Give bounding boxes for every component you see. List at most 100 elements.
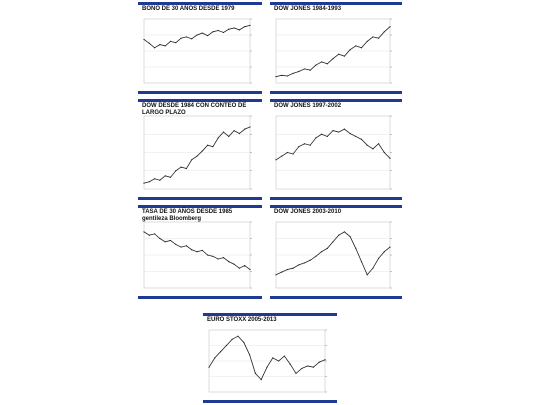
data-point [338, 234, 340, 236]
data-point [309, 259, 311, 261]
panel-title: DOW JONES 1997-2002 [274, 103, 342, 109]
chart-tasa-30 [143, 221, 252, 289]
data-point [233, 27, 235, 29]
data-point [383, 31, 385, 33]
data-point [360, 261, 363, 263]
data-point [372, 36, 374, 38]
chart-euro-stoxx [208, 329, 327, 393]
data-point [196, 155, 198, 157]
data-point [383, 251, 385, 253]
data-point [292, 267, 294, 269]
data-point [191, 38, 193, 40]
price-series [275, 26, 391, 77]
data-point [159, 237, 161, 240]
data-point [372, 267, 374, 269]
data-point [148, 181, 150, 183]
data-point [307, 365, 309, 367]
data-point [349, 235, 351, 238]
data-point [378, 143, 380, 145]
data-point [289, 363, 291, 365]
price-series [208, 335, 326, 381]
panel-dow-2003-2010: DOW JONES 2003-2010 [270, 205, 402, 299]
panel-title: EURO STOXX 2005-2013 [207, 317, 277, 323]
data-point [225, 344, 227, 347]
data-point [143, 38, 145, 41]
data-point [281, 74, 283, 76]
panel-title: DOW DESDE 1984 CON CONTEO DE LARGO PLAZO [142, 103, 247, 116]
data-point [148, 234, 150, 236]
data-point [338, 131, 340, 133]
data-point [286, 75, 288, 77]
data-point [243, 341, 245, 343]
data-point [298, 70, 300, 73]
data-point [343, 55, 345, 57]
data-point [312, 366, 314, 368]
data-point [222, 257, 225, 259]
data-point [212, 255, 214, 257]
data-point [315, 255, 317, 257]
data-point [332, 58, 334, 60]
data-point [286, 151, 288, 154]
data-point [164, 175, 166, 177]
data-point [266, 366, 268, 368]
panel-dow-1984-1993: DOW JONES 1984-1993 [270, 2, 402, 94]
data-point [169, 176, 172, 178]
data-point [389, 246, 391, 248]
data-point [231, 338, 233, 340]
data-point [191, 159, 193, 161]
panel-tasa-30: TASA DE 30 AÑOS DESDE 1985 gentileza Blo… [138, 205, 262, 299]
data-point [154, 47, 156, 49]
data-point [185, 36, 187, 38]
data-point [249, 354, 251, 356]
data-point [191, 249, 193, 251]
data-point [315, 64, 317, 66]
data-point [233, 130, 235, 132]
data-point [228, 261, 230, 263]
data-point [272, 357, 274, 359]
data-point [207, 144, 209, 146]
data-point [185, 167, 187, 170]
data-point [175, 42, 177, 44]
data-point [238, 267, 240, 269]
data-point [332, 130, 334, 132]
data-point [349, 49, 351, 51]
data-point [249, 24, 251, 26]
data-point [315, 137, 317, 139]
panel-bono-30: BONO DE 30 AÑOS DESDE 1979 [138, 2, 262, 94]
data-point [355, 135, 357, 138]
data-point [318, 361, 320, 363]
data-point [207, 254, 209, 256]
data-point [298, 146, 300, 148]
data-point [321, 133, 323, 135]
data-point [281, 271, 283, 273]
panel-title: BONO DE 30 AÑOS DESDE 1979 [142, 6, 235, 12]
data-point [220, 351, 222, 353]
data-point [214, 357, 216, 359]
data-point [249, 268, 251, 271]
data-point [332, 241, 334, 243]
data-point [372, 148, 374, 150]
data-point [143, 182, 145, 184]
data-point [260, 379, 262, 381]
data-point [303, 68, 306, 70]
chart-dow-1997-2002 [275, 115, 392, 190]
data-point [309, 69, 311, 71]
data-point [355, 247, 357, 249]
data-point [366, 274, 368, 276]
data-point [228, 135, 230, 138]
data-point [321, 251, 323, 253]
data-point [228, 28, 230, 30]
data-point [208, 366, 210, 368]
data-point [185, 245, 187, 247]
data-point [196, 34, 198, 36]
data-point [212, 146, 214, 148]
data-point [295, 372, 297, 374]
data-point [366, 40, 368, 43]
data-point [360, 138, 363, 140]
data-point [275, 159, 277, 161]
data-point [292, 153, 294, 155]
data-point [201, 150, 203, 152]
data-point [383, 151, 385, 154]
data-point [164, 45, 166, 47]
data-point [217, 258, 219, 260]
